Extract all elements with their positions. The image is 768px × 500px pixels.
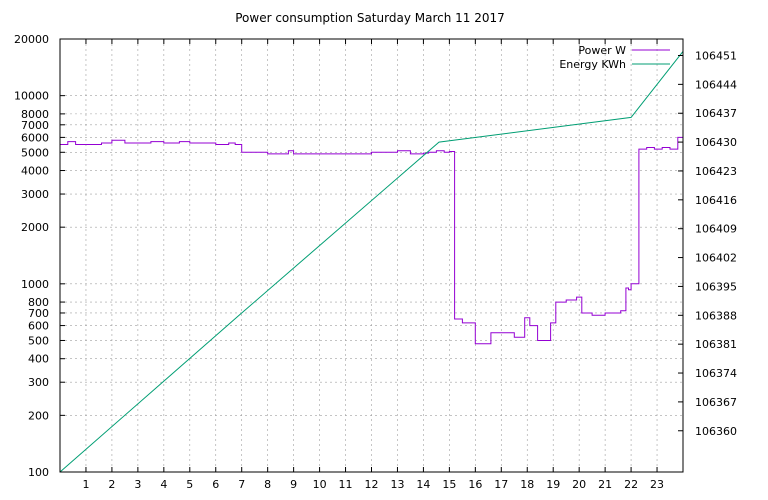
y-tick-label: 5000: [21, 146, 49, 159]
x-tick-label: 11: [339, 478, 353, 491]
y2-tick-label: 106381: [695, 338, 737, 351]
y-tick-label: 4000: [21, 165, 49, 178]
x-tick-label: 12: [365, 478, 379, 491]
y-tick-label: 1000: [21, 278, 49, 291]
y-tick-label: 7000: [21, 119, 49, 132]
x-tick-label: 23: [650, 478, 664, 491]
chart-title: Power consumption Saturday March 11 2017: [235, 11, 505, 25]
y2-tick-label: 106374: [695, 367, 737, 380]
y2-tick-label: 106423: [695, 165, 737, 178]
y2-tick-label: 106388: [695, 309, 737, 322]
x-tick-label: 15: [442, 478, 456, 491]
x-tick-label: 6: [212, 478, 219, 491]
y-tick-label: 8000: [21, 108, 49, 121]
y2-tick-label: 106430: [695, 136, 737, 149]
y-tick-label: 600: [28, 320, 49, 333]
x-tick-label: 19: [546, 478, 560, 491]
y-tick-label: 500: [28, 334, 49, 347]
x-tick-label: 7: [238, 478, 245, 491]
legend-label-energy: Energy KWh: [559, 58, 626, 71]
x-tick-label: 13: [390, 478, 404, 491]
legend-label-power: Power W: [578, 44, 626, 57]
y-tick-label: 3000: [21, 188, 49, 201]
series-layer: [59, 51, 684, 473]
y-tick-label: 100: [28, 466, 49, 479]
legend: Power W Energy KWh: [559, 44, 670, 71]
x-tick-label: 14: [416, 478, 430, 491]
x-tick-label: 10: [313, 478, 327, 491]
y-tick-label: 2000: [21, 221, 49, 234]
y2-tick-label: 106402: [695, 252, 737, 265]
x-tick-label: 20: [572, 478, 586, 491]
axis-layer: 1 2 3 4 5 6 7 8 9 10 11 12 13 14 15 16 17 18 19 20 21 22 23100…: [14, 33, 737, 491]
y2-tick-label: 106444: [695, 78, 737, 91]
y2-tick-label: 106409: [695, 223, 737, 236]
y2-tick-label: 106367: [695, 396, 737, 409]
y-tick-label: 6000: [21, 131, 49, 144]
y2-tick-label: 106360: [695, 425, 737, 438]
x-tick-label: 5: [186, 478, 193, 491]
x-tick-label: 1: [82, 478, 89, 491]
y2-tick-label: 106395: [695, 280, 737, 293]
x-tick-label: 9: [290, 478, 297, 491]
y-tick-label: 400: [28, 353, 49, 366]
y-tick-label: 300: [28, 376, 49, 389]
y-tick-label: 10000: [14, 90, 49, 103]
x-tick-label: 16: [468, 478, 482, 491]
y-tick-label: 200: [28, 409, 49, 422]
x-tick-label: 4: [160, 478, 167, 491]
series-power-line: [60, 136, 684, 345]
x-tick-label: 2: [108, 478, 115, 491]
y2-tick-label: 106437: [695, 107, 737, 120]
series-energy-line: [59, 51, 684, 473]
y2-tick-label: 106451: [695, 49, 737, 62]
x-tick-label: 8: [264, 478, 271, 491]
y2-tick-label: 106416: [695, 194, 737, 207]
x-tick-label: 22: [624, 478, 638, 491]
x-tick-label: 18: [520, 478, 534, 491]
y-tick-label: 700: [28, 307, 49, 320]
x-tick-label: 17: [494, 478, 508, 491]
grid-layer: [60, 38, 683, 473]
x-tick-label: 3: [134, 478, 141, 491]
y-tick-label: 800: [28, 296, 49, 309]
y-tick-label: 20000: [14, 33, 49, 46]
x-tick-label: 21: [598, 478, 612, 491]
